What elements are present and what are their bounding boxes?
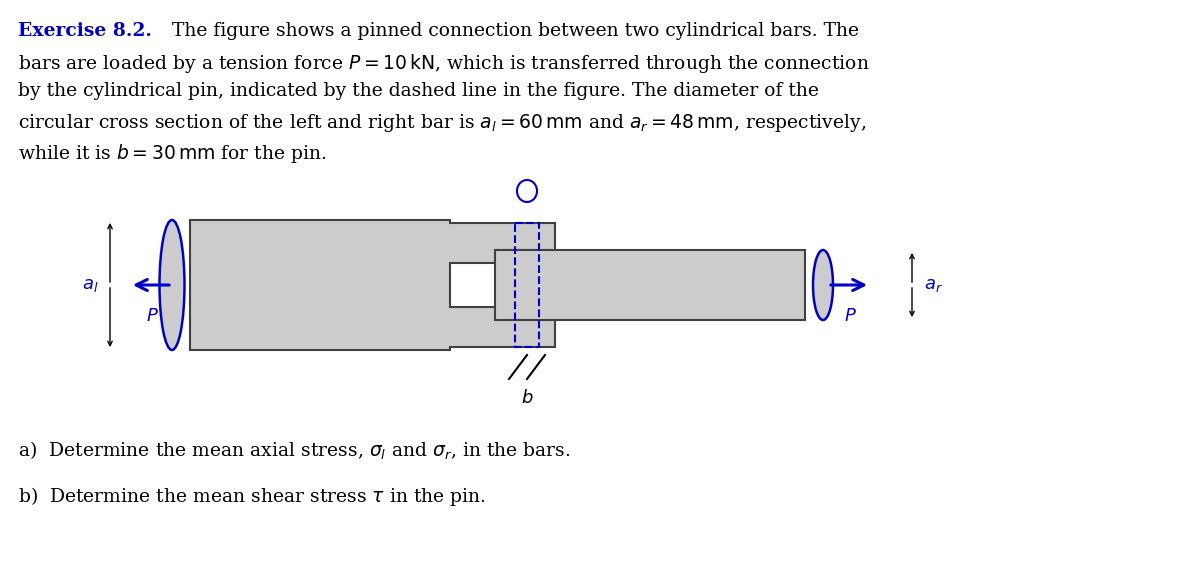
- Text: $b$: $b$: [521, 389, 533, 407]
- Text: $P$: $P$: [844, 307, 857, 325]
- Polygon shape: [190, 220, 554, 350]
- Text: $a_r$: $a_r$: [924, 276, 943, 294]
- Bar: [496, 250, 805, 320]
- Text: circular cross section of the left and right bar is $a_l = 60\,\mathrm{mm}$ and : circular cross section of the left and r…: [18, 112, 866, 134]
- Text: by the cylindrical pin, indicated by the dashed line in the figure. The diameter: by the cylindrical pin, indicated by the…: [18, 82, 818, 100]
- Text: Exercise 8.2.: Exercise 8.2.: [18, 22, 152, 40]
- Ellipse shape: [814, 250, 833, 320]
- Text: $a_l$: $a_l$: [82, 276, 98, 294]
- Text: The figure shows a pinned connection between two cylindrical bars. The: The figure shows a pinned connection bet…: [160, 22, 859, 40]
- Ellipse shape: [160, 220, 185, 350]
- Bar: [515, 223, 539, 347]
- Text: while it is $b = 30\,\mathrm{mm}$ for the pin.: while it is $b = 30\,\mathrm{mm}$ for th…: [18, 142, 326, 165]
- Text: bars are loaded by a tension force $P = 10\,\mathrm{kN}$, which is transferred t: bars are loaded by a tension force $P = …: [18, 52, 870, 75]
- Text: b)  Determine the mean shear stress $\tau$ in the pin.: b) Determine the mean shear stress $\tau…: [18, 485, 486, 508]
- Text: a)  Determine the mean axial stress, $\sigma_l$ and $\sigma_r$, in the bars.: a) Determine the mean axial stress, $\si…: [18, 440, 571, 462]
- Text: $P$: $P$: [145, 307, 158, 325]
